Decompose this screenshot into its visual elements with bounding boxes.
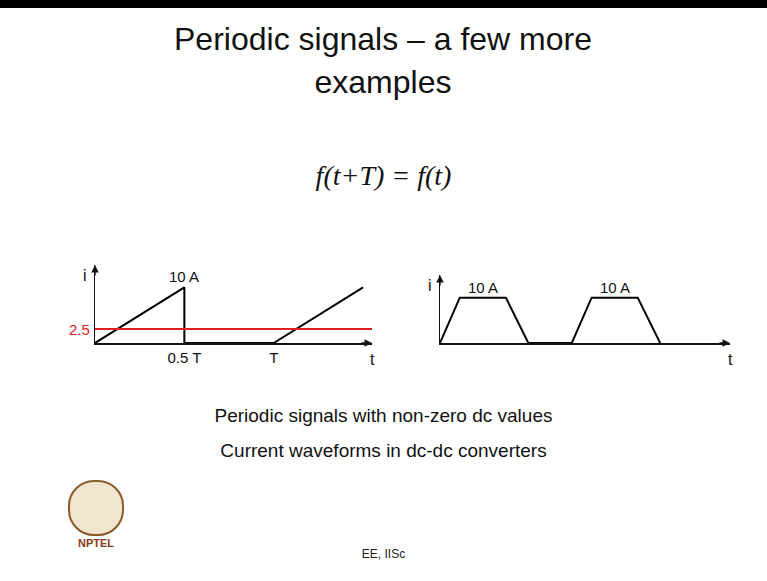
svg-text:2.5: 2.5 bbox=[69, 321, 90, 338]
svg-text:10 A: 10 A bbox=[169, 268, 199, 285]
svg-text:0.5 T: 0.5 T bbox=[167, 349, 201, 366]
html-text:f(t+T) = f(t): f(t+T) = f(t) bbox=[315, 160, 452, 191]
html-text:Periodic signals with non-zero: Periodic signals with non-zero dc values bbox=[214, 405, 553, 426]
svg-text:i: i bbox=[83, 267, 87, 284]
svg-text:10 A: 10 A bbox=[468, 279, 498, 296]
svg-text:t: t bbox=[728, 351, 733, 368]
svg-text:10 A: 10 A bbox=[600, 279, 630, 296]
html-text:EE, IISc: EE, IISc bbox=[361, 547, 406, 561]
html-text:NPTEL: NPTEL bbox=[78, 537, 114, 549]
html-text:Periodic signals – a few more: Periodic signals – a few more examples bbox=[174, 21, 592, 100]
svg-text:T: T bbox=[269, 349, 278, 366]
svg-text:i: i bbox=[428, 277, 432, 294]
html-text:Current waveforms in dc-dc con: Current waveforms in dc-dc converters bbox=[220, 440, 547, 461]
svg-text:t: t bbox=[370, 351, 375, 368]
